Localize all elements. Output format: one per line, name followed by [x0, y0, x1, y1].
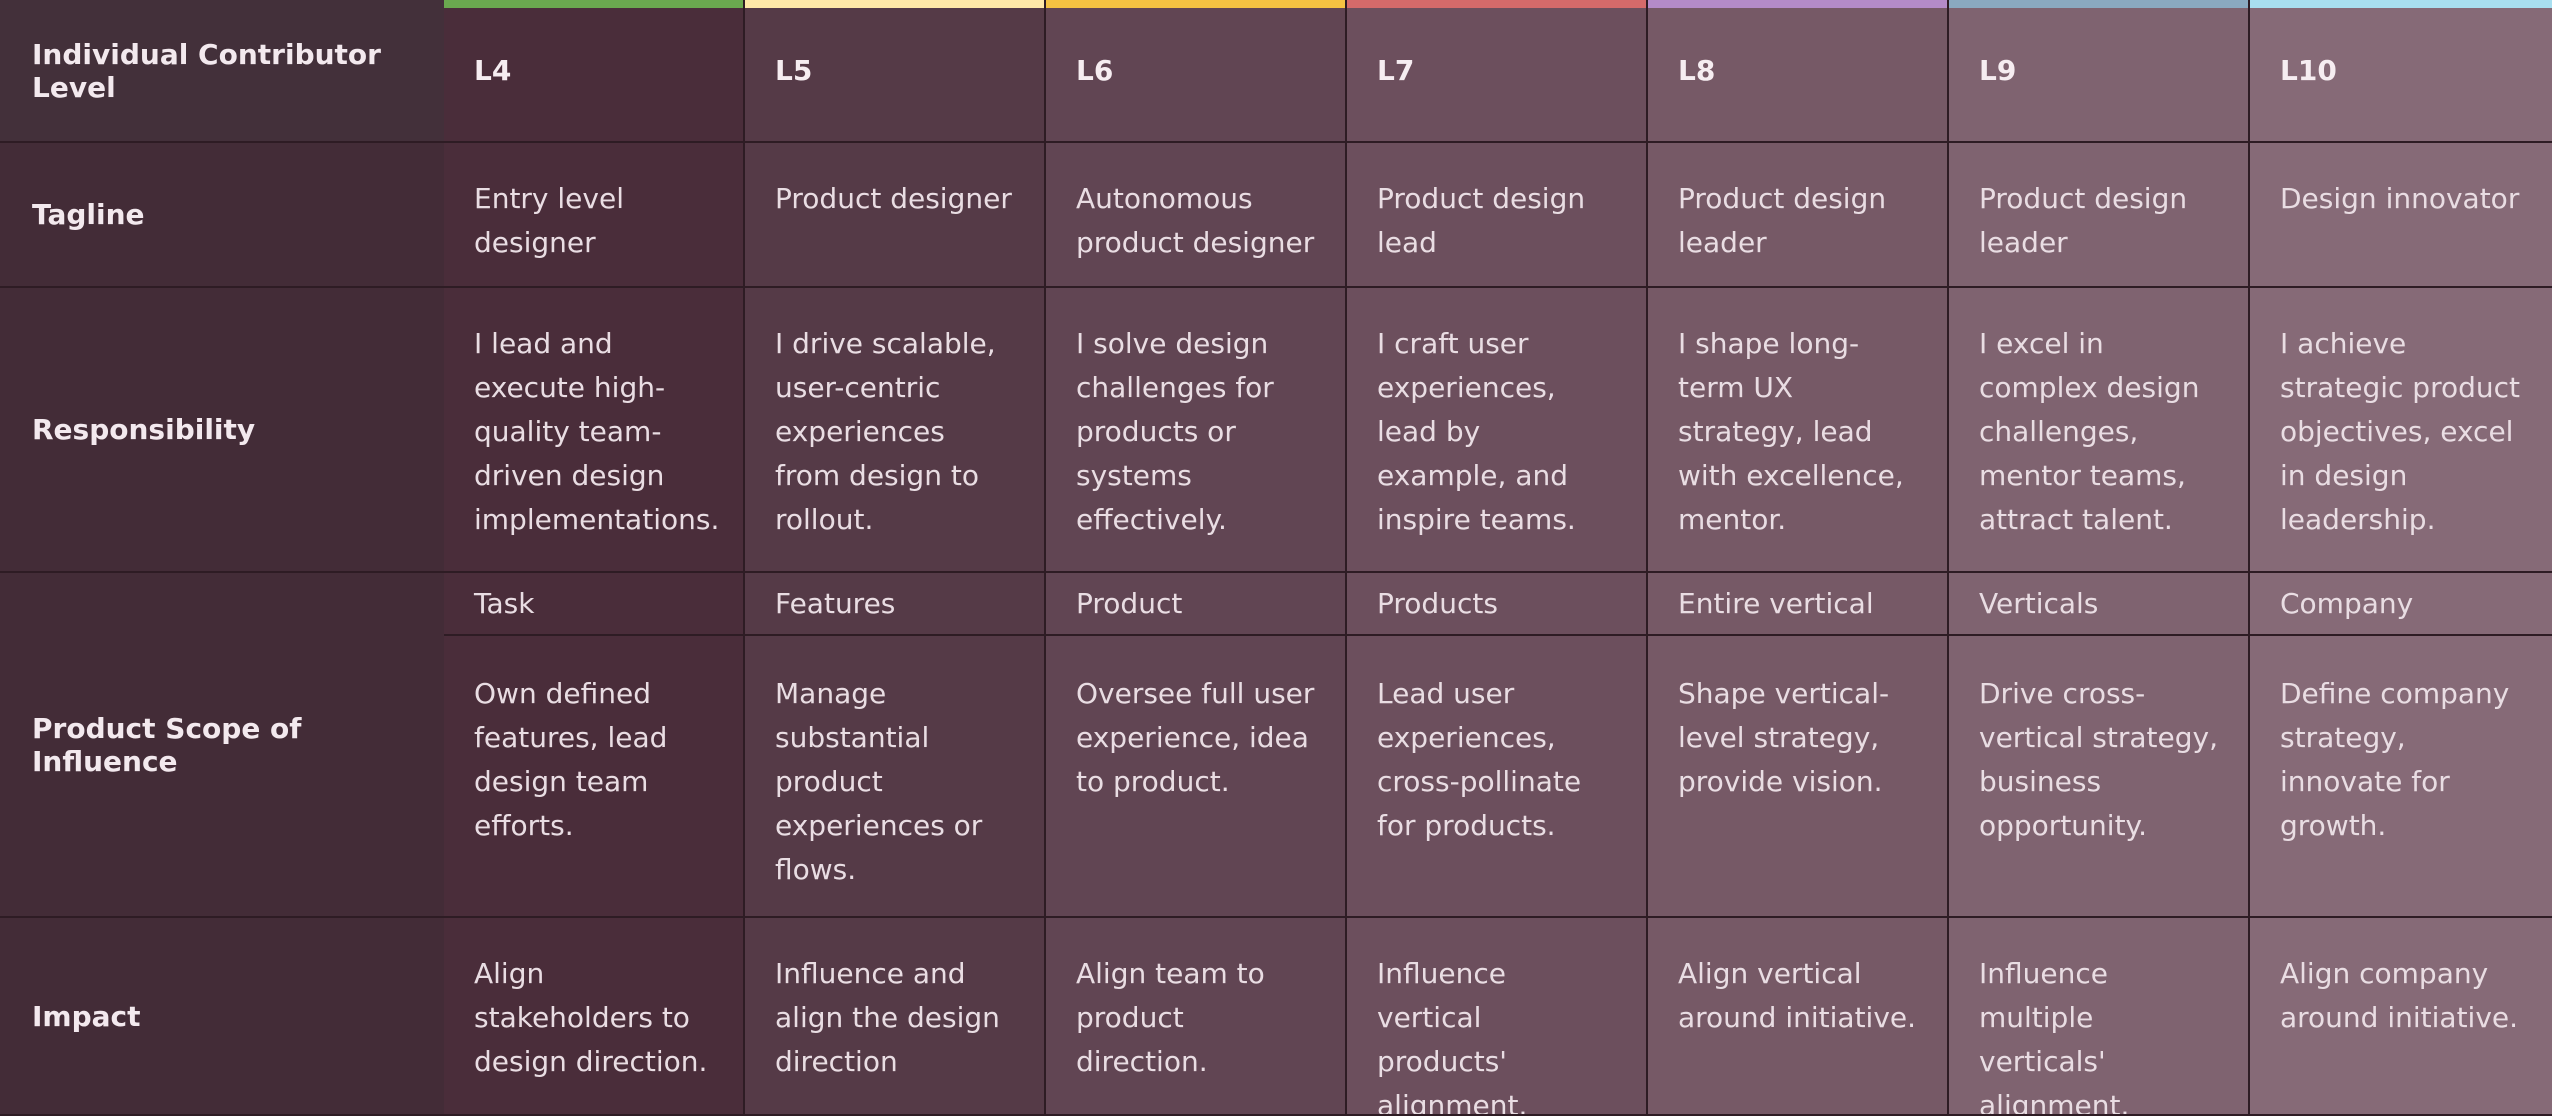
level-name: L9	[1979, 54, 2017, 87]
scope-description-cell: Drive cross-vertical strategy, business …	[1949, 636, 2250, 918]
scope-description-cell: Lead user experiences, cross-pollinate f…	[1347, 636, 1648, 918]
level-name: L7	[1377, 54, 1415, 87]
tagline-cell: Product design leader	[1949, 143, 2250, 288]
scope-description-cell: Own defined features, lead design team e…	[444, 636, 745, 918]
level-header: L5	[745, 0, 1046, 143]
level-accent-bar	[1949, 0, 2248, 8]
tagline-cell: Entry level designer	[444, 143, 745, 288]
level-header: L6	[1046, 0, 1347, 143]
level-header: L8	[1648, 0, 1949, 143]
level-name: L5	[775, 54, 813, 87]
header-label: Individual Contributor Level	[0, 0, 444, 143]
tagline-cell: Product design lead	[1347, 143, 1648, 288]
responsibility-cell: I solve design challenges for products o…	[1046, 288, 1347, 573]
row-label-scope: Product Scope of Influence	[0, 573, 444, 918]
impact-cell: Align vertical around initiative.	[1648, 918, 1949, 1116]
tagline-cell: Product designer	[745, 143, 1046, 288]
scope-cell: Products	[1347, 573, 1648, 636]
scope-cell: Task	[444, 573, 745, 636]
scope-cell: Features	[745, 573, 1046, 636]
scope-cell: Entire vertical	[1648, 573, 1949, 636]
row-label-responsibility: Responsibility	[0, 288, 444, 573]
impact-cell: Influence vertical products' alignment.	[1347, 918, 1648, 1116]
responsibility-cell: I shape long-term UX strategy, lead with…	[1648, 288, 1949, 573]
impact-cell: Align company around initiative.	[2250, 918, 2552, 1116]
level-accent-bar	[1347, 0, 1646, 8]
impact-cell: Influence multiple verticals' alignment.	[1949, 918, 2250, 1116]
level-accent-bar	[2250, 0, 2552, 8]
impact-cell: Align stakeholders to design direction.	[444, 918, 745, 1116]
level-accent-bar	[745, 0, 1044, 8]
tagline-cell: Design innovator	[2250, 143, 2552, 288]
responsibility-cell: I excel in complex design challenges, me…	[1949, 288, 2250, 573]
level-accent-bar	[1046, 0, 1345, 8]
tagline-cell: Product design leader	[1648, 143, 1949, 288]
level-header: L9	[1949, 0, 2250, 143]
scope-description-cell: Shape vertical-level strategy, provide v…	[1648, 636, 1949, 918]
level-accent-bar	[444, 0, 743, 8]
responsibility-cell: I craft user experiences, lead by exampl…	[1347, 288, 1648, 573]
row-label-impact: Impact	[0, 918, 444, 1116]
level-name: L10	[2280, 54, 2337, 87]
tagline-cell: Autonomous product designer	[1046, 143, 1347, 288]
scope-description-cell: Define company strategy, innovate for gr…	[2250, 636, 2552, 918]
scope-cell: Product	[1046, 573, 1347, 636]
scope-cell: Company	[2250, 573, 2552, 636]
scope-description-cell: Oversee full user experience, idea to pr…	[1046, 636, 1347, 918]
level-header: L7	[1347, 0, 1648, 143]
responsibility-cell: I drive scalable, user-centric experienc…	[745, 288, 1046, 573]
level-accent-bar	[1648, 0, 1947, 8]
level-name: L6	[1076, 54, 1114, 87]
level-header: L4	[444, 0, 745, 143]
row-label-tagline: Tagline	[0, 143, 444, 288]
level-header: L10	[2250, 0, 2552, 143]
responsibility-cell: I lead and execute high-quality team-dri…	[444, 288, 745, 573]
scope-cell: Verticals	[1949, 573, 2250, 636]
scope-description-cell: Manage substantial product experiences o…	[745, 636, 1046, 918]
responsibility-cell: I achieve strategic product objectives, …	[2250, 288, 2552, 573]
level-name: L8	[1678, 54, 1716, 87]
level-name: L4	[474, 54, 512, 87]
impact-cell: Align team to product direction.	[1046, 918, 1347, 1116]
impact-cell: Influence and align the design direction	[745, 918, 1046, 1116]
